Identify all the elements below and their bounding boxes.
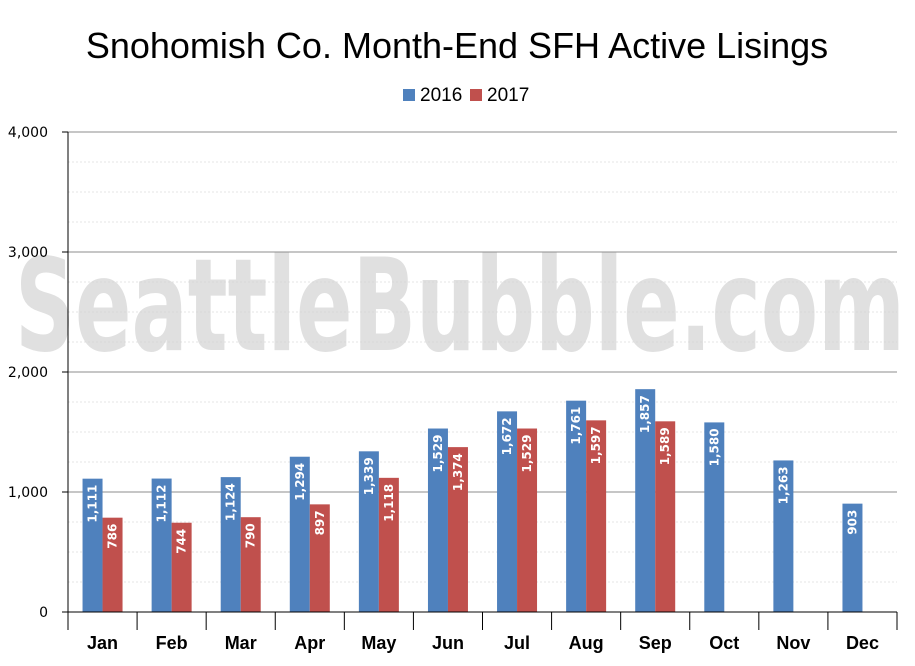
- bar-2017-May: [378, 477, 399, 612]
- grid: [68, 131, 897, 583]
- bar-2017-Feb: [171, 522, 192, 612]
- legend: 2016 2017: [403, 85, 529, 106]
- axes: 0 1,000 2,000 3,000 4,000 Jan Feb Mar Apr May Jun J…: [8, 125, 898, 653]
- legend-label-2017: 2017: [487, 85, 529, 106]
- x-tick-label: Jan: [87, 633, 118, 653]
- data-label: 903: [845, 510, 859, 535]
- bar-2016-Apr: [289, 456, 310, 612]
- data-label: 1,580: [707, 428, 721, 466]
- bar-2016-May: [358, 451, 379, 612]
- data-label: 1,589: [658, 427, 672, 465]
- bar-2017-Jan: [102, 517, 123, 612]
- watermark: SeattleBubble.com: [15, 232, 905, 381]
- x-tick-label: Oct: [709, 633, 739, 653]
- bar-2017-Jul: [517, 428, 538, 612]
- y-tick-label: 4,000: [8, 125, 48, 141]
- bar-2016-Feb: [151, 478, 172, 612]
- bar-2016-Sep: [635, 389, 656, 612]
- x-tick-label: Dec: [846, 633, 879, 653]
- y-tick-label: 1,000: [8, 485, 48, 501]
- bar-2016-Mar: [220, 477, 241, 612]
- data-label: 1,529: [520, 435, 534, 473]
- bar-2017-Jun: [447, 447, 468, 612]
- x-tick-label: Mar: [225, 633, 257, 653]
- x-tick-label: Jun: [432, 633, 464, 653]
- bar-2016-Jul: [497, 411, 518, 612]
- bar-2016-Jan: [82, 478, 103, 612]
- data-label: 1,672: [500, 417, 514, 455]
- legend-swatch-2016: [403, 89, 415, 101]
- bar-2016-Nov: [773, 460, 794, 612]
- data-label: 1,294: [293, 463, 307, 501]
- bar-2016-Aug: [566, 400, 587, 612]
- data-label: 1,124: [224, 483, 238, 521]
- y-tick-label: 2,000: [8, 365, 48, 381]
- data-label: 1,263: [776, 466, 790, 504]
- bar-2017-Sep: [655, 421, 676, 612]
- x-tick-label: Aug: [569, 633, 604, 653]
- x-tick-label: Feb: [156, 633, 188, 653]
- data-label: 1,857: [638, 395, 652, 433]
- bar-2016-Oct: [704, 422, 725, 612]
- bar-2017-Mar: [240, 517, 261, 612]
- data-label: 1,339: [362, 457, 376, 495]
- data-label: 786: [106, 524, 120, 549]
- data-label: 1,111: [86, 485, 100, 523]
- chart-title: Snohomish Co. Month-End SFH Active Lisin…: [86, 25, 828, 66]
- x-tick-label: Sep: [639, 633, 672, 653]
- bar-2017-Aug: [586, 420, 607, 612]
- bar-2016-Dec: [842, 503, 863, 612]
- data-label: 1,118: [382, 484, 396, 522]
- legend-label-2016: 2016: [420, 85, 462, 106]
- data-label: 1,761: [569, 407, 583, 445]
- bars: 1,111 786 1,112 744 1,124 790 1,294 897 1,339 1,1…: [82, 389, 863, 612]
- data-label: 744: [175, 529, 189, 554]
- bar-2017-Apr: [309, 504, 330, 612]
- data-label: 1,597: [589, 426, 603, 464]
- y-tick-label: 3,000: [8, 245, 48, 261]
- data-label: 1,112: [155, 485, 169, 523]
- y-tick-label: 0: [39, 605, 48, 621]
- data-label: 897: [313, 510, 327, 535]
- legend-swatch-2017: [470, 89, 482, 101]
- data-label: 1,374: [451, 453, 465, 491]
- data-label: 790: [244, 523, 258, 548]
- x-tick-label: May: [361, 633, 396, 653]
- bar-2016-Jun: [427, 428, 448, 612]
- x-tick-label: Jul: [504, 633, 530, 653]
- x-tick-label: Apr: [294, 633, 325, 653]
- data-label: 1,529: [431, 435, 445, 473]
- x-tick-label: Nov: [776, 633, 810, 653]
